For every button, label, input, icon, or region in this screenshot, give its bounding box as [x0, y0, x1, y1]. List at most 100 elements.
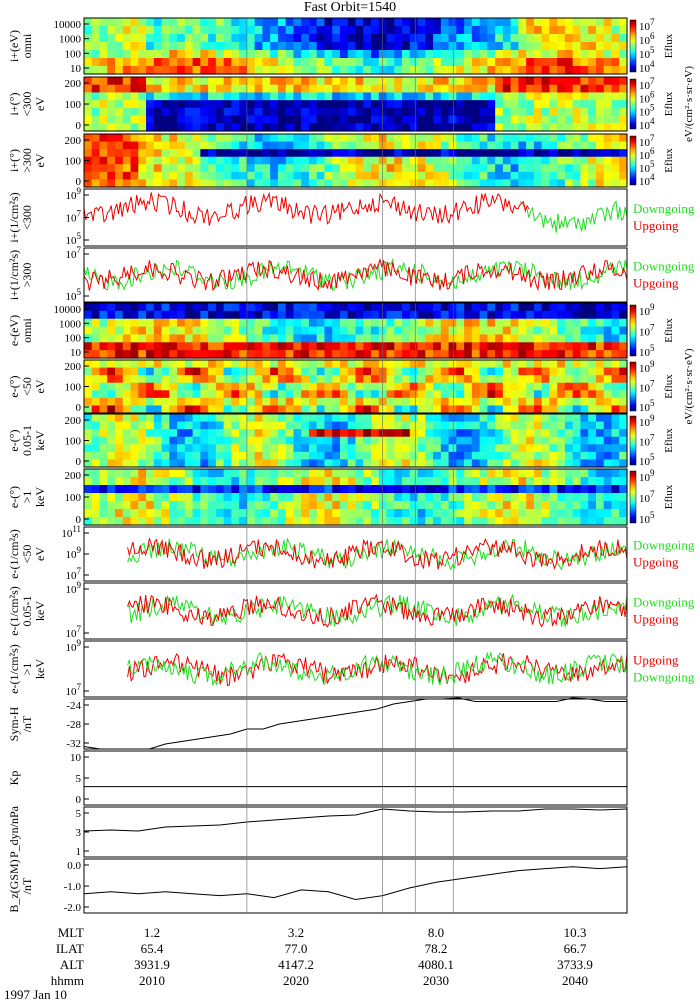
heatmap-cell: [363, 58, 372, 67]
heatmap-cell: [495, 107, 504, 117]
heatmap-cell: [254, 318, 264, 328]
heatmap-cell: [146, 42, 155, 51]
heatmap-cell: [394, 156, 403, 165]
heatmap-cell: [541, 509, 551, 518]
heatmap-cell: [277, 18, 287, 27]
heatmap-cell: [130, 501, 139, 510]
heatmap-cell: [425, 18, 434, 27]
heatmap-cell: [177, 26, 186, 35]
heatmap-cell: [115, 477, 124, 486]
heatmap-cell: [417, 66, 426, 75]
heatmap-cell: [433, 342, 442, 351]
heatmap-cell: [316, 66, 326, 75]
heatmap-cell: [115, 334, 124, 343]
heatmap-cell: [339, 26, 349, 35]
heatmap-cell: [533, 115, 543, 124]
heatmap-cell: [355, 303, 364, 312]
heatmap-cell: [448, 303, 457, 312]
heatmap-cell: [308, 141, 318, 150]
heatmap-cell: [371, 493, 380, 502]
heatmap-cell: [277, 451, 287, 461]
heatmap-cell: [495, 334, 504, 343]
heatmap-cell: [433, 171, 442, 181]
heatmap-cell: [223, 26, 232, 35]
heatmap-cell: [510, 115, 519, 124]
heatmap-cell: [417, 436, 426, 445]
heatmap-cell: [223, 350, 232, 359]
heatmap-cell: [595, 444, 605, 453]
heatmap-cell: [262, 156, 271, 165]
heatmap-cell: [549, 123, 558, 132]
heatmap-cell: [239, 303, 248, 312]
y-axis-label: keV: [33, 659, 47, 679]
heatmap-cell: [208, 156, 217, 165]
heatmap-cell: [588, 115, 597, 124]
heatmap-cell: [91, 107, 101, 117]
heatmap-cell: [580, 459, 589, 468]
heatmap-cell: [231, 58, 240, 67]
heatmap-cell: [99, 310, 108, 320]
heatmap-cell: [595, 156, 605, 165]
heatmap-cell: [564, 92, 574, 101]
heatmap-cell: [386, 501, 395, 510]
heatmap-cell: [541, 34, 551, 43]
heatmap-cell: [99, 469, 108, 478]
y-axis-label: >300: [20, 263, 34, 288]
heatmap-cell: [301, 436, 310, 445]
heatmap-cell: [533, 42, 543, 51]
heatmap-cell: [440, 517, 450, 526]
heatmap-cell: [293, 405, 302, 414]
heatmap-cell: [339, 375, 349, 384]
heatmap-cell: [417, 100, 426, 109]
heatmap-cell: [471, 326, 481, 336]
heatmap-cell: [510, 58, 519, 67]
heatmap-cell: [254, 350, 264, 359]
heatmap-cell: [588, 477, 597, 486]
heatmap-cell: [332, 397, 341, 407]
heatmap-cell: [564, 342, 574, 351]
heatmap-cell: [239, 367, 248, 376]
heatmap-cell: [464, 164, 473, 173]
heatmap-cell: [355, 477, 364, 486]
heatmap-cell: [572, 405, 582, 414]
heatmap-cell: [533, 421, 543, 430]
heatmap-cell: [425, 493, 434, 502]
heatmap-cell: [146, 414, 155, 423]
heatmap-cell: [301, 107, 310, 117]
heatmap-cell: [239, 509, 248, 518]
heatmap-cell: [316, 459, 326, 468]
heatmap-cell: [588, 360, 597, 369]
heatmap-cell: [285, 444, 295, 453]
heatmap-cell: [138, 390, 147, 399]
heatmap-cell: [122, 164, 132, 173]
heatmap-cell: [122, 58, 132, 67]
heatmap-cell: [433, 451, 442, 461]
heatmap-cell: [316, 382, 326, 391]
heatmap-cell: [386, 34, 395, 43]
heatmap-cell: [425, 303, 434, 312]
heatmap-cell: [99, 334, 108, 343]
heatmap-cell: [324, 375, 333, 384]
heatmap-cell: [394, 66, 403, 75]
heatmap-cell: [603, 444, 613, 453]
colorbar-tick-label: 105: [639, 452, 655, 468]
heatmap-cell: [417, 509, 426, 518]
heatmap-cell: [130, 115, 139, 124]
heatmap-cell: [324, 509, 333, 518]
heatmap-cell: [169, 115, 178, 124]
heatmap-cell: [277, 310, 287, 320]
heatmap-cell: [308, 18, 318, 27]
heatmap-cell: [433, 42, 442, 51]
heatmap-cell: [433, 390, 442, 399]
heatmap-cell: [487, 421, 496, 430]
heatmap-cell: [84, 115, 93, 124]
heatmap-cell: [208, 77, 217, 86]
heatmap-cell: [526, 342, 535, 351]
heatmap-cell: [588, 310, 597, 320]
heatmap-cell: [91, 58, 101, 67]
heatmap-cell: [518, 405, 527, 414]
heatmap-cell: [510, 375, 519, 384]
heatmap-cell: [153, 18, 163, 27]
heatmap-cell: [448, 50, 457, 59]
heatmap-cell: [200, 66, 209, 75]
